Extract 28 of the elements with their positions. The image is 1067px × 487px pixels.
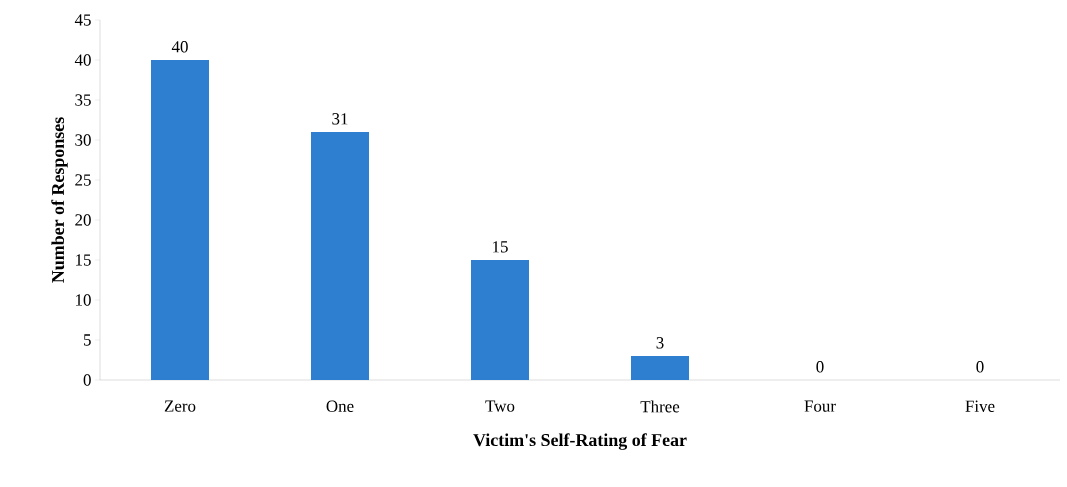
- data-label: 0: [976, 361, 984, 373]
- y-tick-label: 0: [83, 374, 91, 386]
- bar: [631, 356, 689, 380]
- data-label: 31: [332, 113, 348, 125]
- y-tick-label: 30: [75, 134, 91, 146]
- y-tick-label: 35: [75, 94, 91, 106]
- data-label: 3: [656, 337, 664, 349]
- y-tick-label: 15: [76, 254, 91, 266]
- y-axis-title: Number of Responses: [51, 117, 68, 283]
- x-tick-label: One: [326, 400, 354, 412]
- y-tick-label: 45: [74, 14, 91, 26]
- bar: [311, 132, 369, 380]
- x-tick-label: Five: [965, 400, 995, 412]
- bar: [151, 60, 209, 380]
- y-tick-label: 40: [74, 54, 91, 66]
- y-tick-label: 10: [76, 294, 91, 306]
- x-tick-label: Zero: [164, 400, 196, 412]
- y-tick-label: 25: [75, 174, 91, 186]
- x-tick-label: Two: [485, 400, 515, 412]
- x-tick-label: Four: [804, 400, 836, 412]
- y-tick-label: 20: [75, 214, 91, 226]
- data-label: 15: [493, 241, 508, 253]
- bar: [471, 260, 529, 380]
- x-axis-title: Victim's Self-Rating of Fear: [473, 433, 687, 450]
- data-label: 40: [171, 41, 188, 53]
- data-label: 0: [816, 361, 824, 373]
- x-tick-label: Three: [640, 400, 680, 413]
- y-tick-label: 5: [83, 334, 91, 346]
